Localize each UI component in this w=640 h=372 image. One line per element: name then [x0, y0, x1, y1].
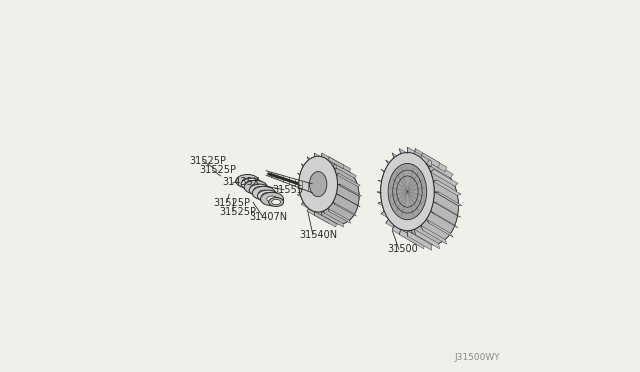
Text: 31555: 31555 [273, 185, 304, 195]
Polygon shape [301, 202, 325, 216]
Polygon shape [421, 225, 447, 244]
Polygon shape [301, 164, 325, 178]
Polygon shape [433, 202, 461, 217]
Polygon shape [307, 157, 330, 172]
Ellipse shape [271, 199, 280, 205]
Ellipse shape [267, 196, 277, 202]
Polygon shape [307, 208, 330, 223]
Polygon shape [381, 169, 408, 186]
Text: 31525P: 31525P [199, 165, 236, 175]
Ellipse shape [299, 156, 337, 212]
Polygon shape [321, 153, 344, 169]
Text: 31500: 31500 [388, 244, 419, 254]
Polygon shape [314, 212, 337, 227]
Polygon shape [336, 194, 360, 207]
Ellipse shape [381, 153, 434, 231]
Text: 31540N: 31540N [300, 230, 338, 240]
Polygon shape [381, 153, 458, 206]
Text: 31525P: 31525P [220, 207, 257, 217]
Text: 31525P: 31525P [213, 198, 250, 208]
Ellipse shape [243, 178, 253, 184]
Ellipse shape [257, 190, 278, 202]
Ellipse shape [236, 174, 259, 188]
Ellipse shape [253, 186, 266, 194]
Ellipse shape [309, 171, 327, 197]
Ellipse shape [250, 184, 261, 190]
Polygon shape [434, 192, 462, 206]
Polygon shape [426, 160, 453, 178]
Polygon shape [299, 156, 359, 196]
Polygon shape [408, 147, 431, 167]
Polygon shape [414, 229, 440, 249]
Polygon shape [314, 153, 337, 169]
Polygon shape [381, 192, 458, 245]
Ellipse shape [321, 168, 359, 224]
Text: 31525P: 31525P [189, 156, 226, 166]
Polygon shape [378, 180, 406, 196]
Polygon shape [381, 211, 408, 228]
Polygon shape [337, 184, 362, 196]
Polygon shape [296, 184, 321, 196]
Ellipse shape [245, 180, 258, 188]
Polygon shape [378, 202, 406, 217]
Ellipse shape [244, 180, 267, 194]
Polygon shape [321, 212, 344, 227]
Polygon shape [426, 219, 453, 237]
Ellipse shape [388, 163, 427, 220]
Polygon shape [414, 148, 440, 168]
Polygon shape [336, 173, 360, 186]
Polygon shape [386, 160, 413, 178]
Ellipse shape [405, 167, 458, 245]
Polygon shape [377, 192, 405, 206]
Ellipse shape [260, 192, 284, 206]
Ellipse shape [250, 184, 270, 196]
Polygon shape [431, 169, 458, 186]
Polygon shape [392, 153, 418, 172]
Text: 31435X: 31435X [223, 177, 260, 187]
Polygon shape [431, 211, 458, 228]
Polygon shape [298, 173, 321, 186]
Ellipse shape [252, 186, 275, 200]
Polygon shape [399, 148, 425, 168]
Polygon shape [298, 194, 321, 207]
Polygon shape [333, 202, 356, 216]
Text: J31500WY: J31500WY [455, 353, 500, 362]
Polygon shape [433, 180, 461, 196]
Polygon shape [392, 225, 418, 244]
Ellipse shape [269, 198, 284, 206]
Polygon shape [408, 231, 431, 250]
Ellipse shape [259, 190, 269, 196]
Polygon shape [299, 184, 359, 224]
Ellipse shape [241, 178, 262, 190]
Polygon shape [333, 164, 356, 178]
Text: 31407N: 31407N [250, 212, 287, 221]
Polygon shape [399, 229, 425, 249]
Ellipse shape [262, 192, 274, 200]
Polygon shape [328, 157, 351, 172]
Polygon shape [386, 219, 413, 237]
Polygon shape [328, 208, 351, 223]
Polygon shape [421, 153, 447, 172]
